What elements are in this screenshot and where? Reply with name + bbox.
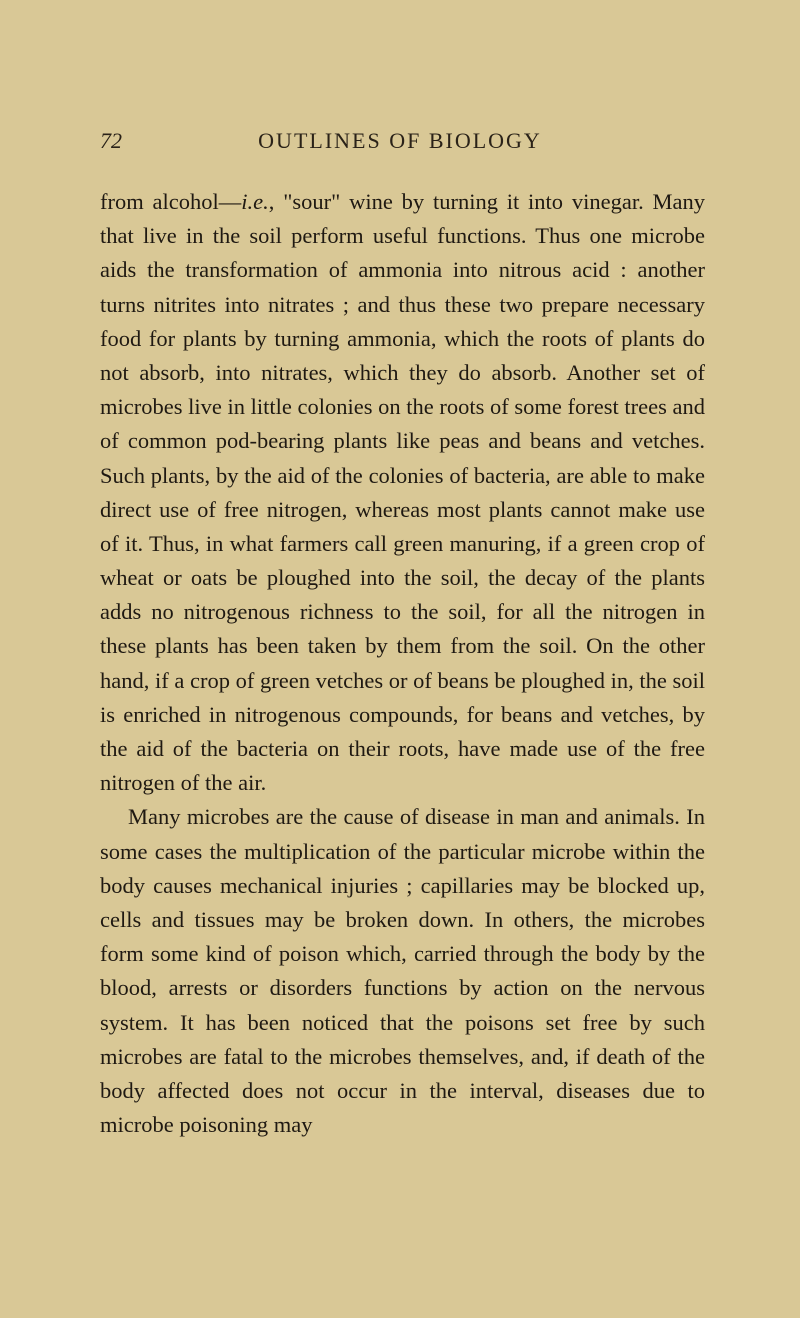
body-text: from alcohol—i.e., "sour" wine by turnin… xyxy=(100,185,705,1142)
page-header-title: OUTLINES OF BIOLOGY xyxy=(0,128,800,154)
paragraph-1: from alcohol—i.e., "sour" wine by turnin… xyxy=(100,185,705,800)
p1-text-part1: from alcohol— xyxy=(100,189,241,214)
paragraph-2: Many microbes are the cause of disease i… xyxy=(100,800,705,1142)
p1-italic: i.e. xyxy=(241,189,269,214)
p1-text-part2: , "sour" wine by turning it into vinegar… xyxy=(100,189,705,795)
